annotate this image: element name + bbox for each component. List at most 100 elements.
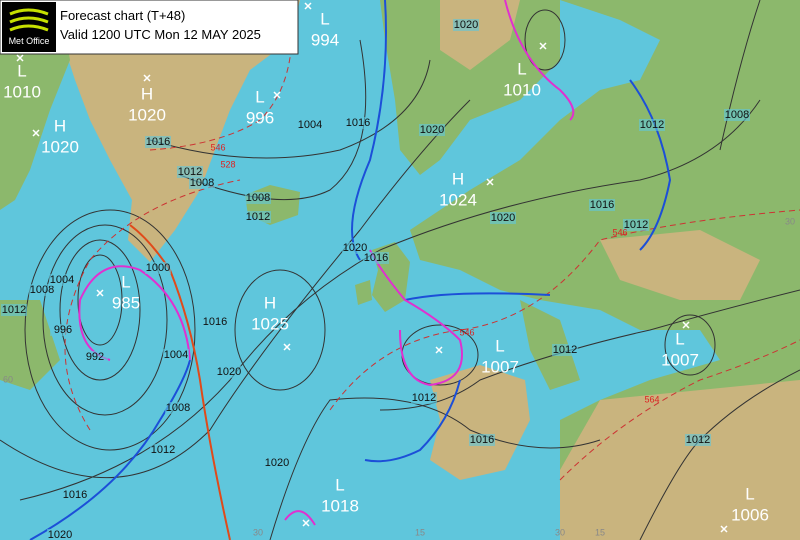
isobar-label: 1012 bbox=[2, 304, 26, 316]
isobar-label: 1012 bbox=[246, 211, 270, 223]
isobar-label-bg bbox=[490, 212, 516, 224]
isobar-label: 1012 bbox=[553, 344, 577, 356]
isobar-label-bg bbox=[82, 351, 108, 363]
grid-label: 30 bbox=[785, 216, 795, 226]
isobar-label: 1008 bbox=[725, 109, 749, 121]
isobar-label: 1016 bbox=[470, 434, 494, 446]
centre-marker bbox=[32, 129, 40, 137]
centre-kind: H bbox=[54, 116, 66, 135]
isobar-label-bg bbox=[216, 366, 242, 378]
isobar-label: 1020 bbox=[491, 212, 515, 224]
isobar-label-bg bbox=[724, 109, 750, 121]
isobar-label: 1012 bbox=[624, 219, 648, 231]
centre-marker bbox=[273, 91, 281, 99]
centre-pressure: 1024 bbox=[439, 190, 477, 209]
isobar-label: 1020 bbox=[420, 124, 444, 136]
isobar-label: 1020 bbox=[217, 366, 241, 378]
thickness-label: 528 bbox=[220, 159, 235, 169]
centre-kind: L bbox=[121, 272, 130, 291]
centre-kind: H bbox=[452, 169, 464, 188]
isobar-label: 1008 bbox=[30, 284, 54, 296]
isobar-label-bg bbox=[49, 274, 75, 286]
isobar-label: 992 bbox=[86, 351, 104, 363]
thickness-label: 546 bbox=[612, 227, 627, 237]
grid-label: 60 bbox=[3, 374, 13, 384]
grid-label: 15 bbox=[595, 527, 605, 537]
centre-pressure: 1020 bbox=[41, 137, 79, 156]
isobar-label: 1020 bbox=[343, 242, 367, 254]
centre-kind: L bbox=[335, 475, 344, 494]
logo-waves bbox=[9, 8, 49, 32]
isobar-label-bg bbox=[453, 19, 479, 31]
centre-kind: H bbox=[141, 84, 153, 103]
isobar-label: 1020 bbox=[454, 19, 478, 31]
centre-marker bbox=[720, 525, 728, 533]
centre-marker bbox=[486, 178, 494, 186]
centre-marker bbox=[283, 343, 291, 351]
isobar-label: 1020 bbox=[265, 457, 289, 469]
isobar-label-bg bbox=[202, 316, 228, 328]
centre-kind: L bbox=[255, 87, 264, 106]
centre-pressure: 1025 bbox=[251, 314, 289, 333]
isobar-label: 1008 bbox=[246, 192, 270, 204]
centre-pressure: 1007 bbox=[661, 350, 699, 369]
isobar-label-bg bbox=[297, 119, 323, 131]
isobar-label: 1004 bbox=[164, 349, 188, 361]
centre-pressure: 1020 bbox=[128, 105, 166, 124]
isobar-label-bg bbox=[342, 242, 368, 254]
isobar-label-bg bbox=[419, 124, 445, 136]
isobar-label-bg bbox=[47, 529, 73, 540]
isobar-label-bg bbox=[639, 119, 665, 131]
isobar-label: 1012 bbox=[151, 444, 175, 456]
isobar-label: 1004 bbox=[298, 119, 322, 131]
grid-label: 30 bbox=[555, 527, 565, 537]
thickness-label: 546 bbox=[210, 142, 225, 152]
centre-kind: L bbox=[675, 329, 684, 348]
isobar-label-bg bbox=[145, 262, 171, 274]
isobar-label-bg bbox=[345, 117, 371, 129]
grid-label: 15 bbox=[415, 527, 425, 537]
isobar-label-bg bbox=[50, 324, 76, 336]
isobar-label-bg bbox=[62, 489, 88, 501]
centre-kind: L bbox=[17, 61, 26, 80]
centre-marker bbox=[96, 289, 104, 297]
centre-pressure: 1007 bbox=[481, 357, 519, 376]
centre-marker bbox=[143, 74, 151, 82]
isobar-label: 1016 bbox=[364, 252, 388, 264]
isobar-label: 1000 bbox=[146, 262, 170, 274]
isobar-label-bg bbox=[469, 434, 495, 446]
isobar-label-bg bbox=[150, 444, 176, 456]
grid-label: 30 bbox=[253, 527, 263, 537]
subtitle: Valid 1200 UTC Mon 12 MAY 2025 bbox=[60, 27, 261, 42]
isobar-label: 1016 bbox=[346, 117, 370, 129]
thickness-label: 564 bbox=[644, 394, 659, 404]
isobar-label: 1008 bbox=[190, 177, 214, 189]
isobar-label-bg bbox=[145, 136, 171, 148]
isobar-label-bg bbox=[552, 344, 578, 356]
header: Met Office Forecast chart (T+48) Valid 1… bbox=[0, 0, 299, 55]
isobar-label-bg bbox=[189, 177, 215, 189]
logo-text: Met Office bbox=[9, 36, 50, 46]
isobar-label: 1016 bbox=[146, 136, 170, 148]
isobar-label-bg bbox=[165, 402, 191, 414]
centre-marker bbox=[435, 346, 443, 354]
centre-kind: H bbox=[264, 293, 276, 312]
isobar-label: 1016 bbox=[203, 316, 227, 328]
isobar-label-bg bbox=[264, 457, 290, 469]
isobar-label-bg bbox=[623, 219, 649, 231]
isobar-label-bg bbox=[1, 304, 27, 316]
centre-kind: L bbox=[517, 59, 526, 78]
centre-marker bbox=[302, 519, 310, 527]
centre-pressure: 1010 bbox=[3, 82, 41, 101]
isobar-label-bg bbox=[245, 211, 271, 223]
isobar-label: 1012 bbox=[412, 392, 436, 404]
isobar-label: 996 bbox=[54, 324, 72, 336]
title: Forecast chart (T+48) bbox=[60, 8, 185, 23]
isobar-label-bg bbox=[363, 252, 389, 264]
isobar-label-bg bbox=[411, 392, 437, 404]
fronts bbox=[29, 0, 672, 540]
isobar-label-bg bbox=[163, 349, 189, 361]
isobar-label-bg bbox=[245, 192, 271, 204]
